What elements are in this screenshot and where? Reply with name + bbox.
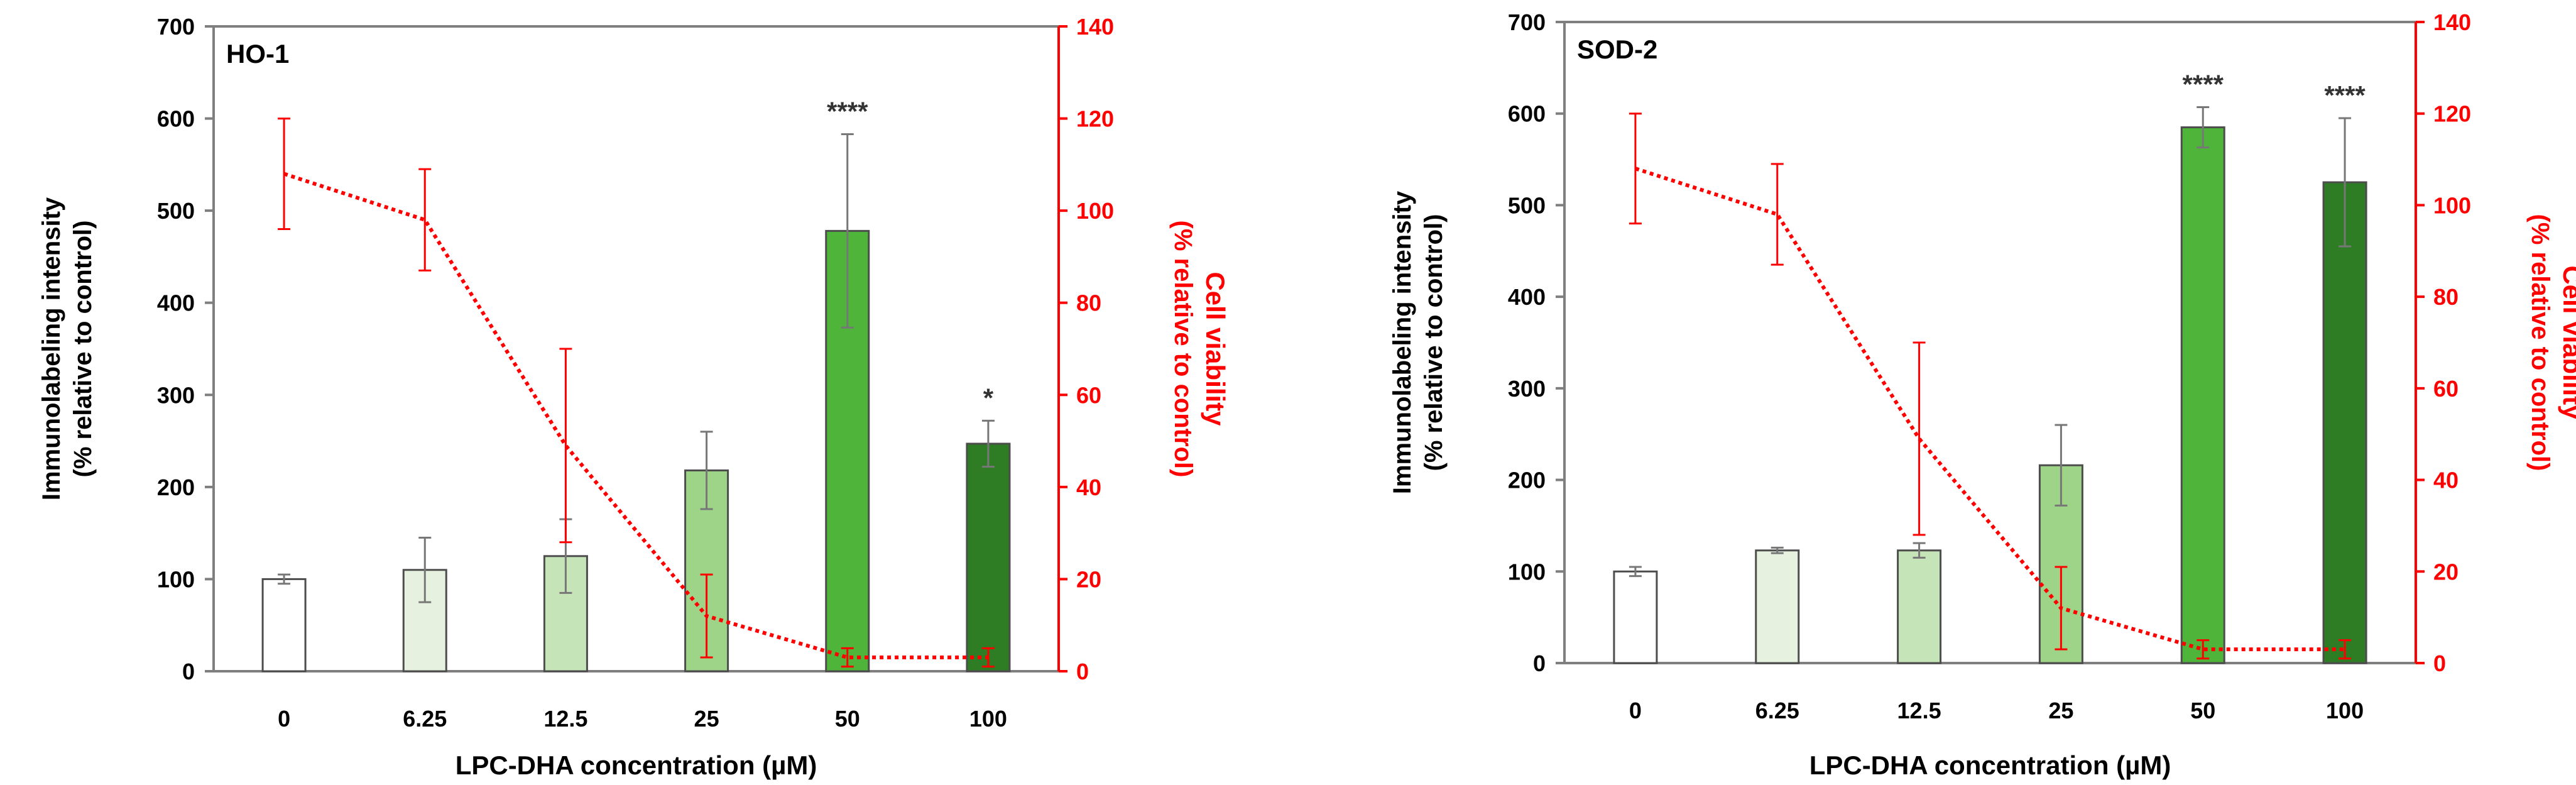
right-axis-subtitle: (% relative to control) <box>1169 221 1197 478</box>
left-tick-label: 200 <box>157 475 195 500</box>
x-tick-label: 50 <box>2190 698 2215 723</box>
panel-title: SOD-2 <box>1577 35 1657 64</box>
bar <box>1897 549 1942 664</box>
x-tick-label: 0 <box>1629 698 1642 723</box>
right-tick-label: 60 <box>1076 382 1101 408</box>
left-tick-label: 300 <box>1508 376 1546 402</box>
left-tick-label: 500 <box>157 198 195 224</box>
bar <box>2180 126 2225 664</box>
right-tick-label: 80 <box>2433 284 2459 310</box>
right-tick-label: 100 <box>2433 192 2471 218</box>
left-axis-title: Immunolabeling intensity <box>38 197 65 500</box>
left-tick-label: 0 <box>182 659 195 684</box>
chart-sod-2: 0100200300400500600700020406080100120140… <box>1389 9 2576 780</box>
left-axis-subtitle: (% relative to control) <box>69 221 97 478</box>
left-tick-label: 600 <box>157 106 195 132</box>
right-tick-label: 140 <box>1076 14 1114 40</box>
left-tick-label: 300 <box>157 382 195 408</box>
left-tick-label: 100 <box>157 566 195 592</box>
left-tick-label: 500 <box>1508 192 1546 218</box>
significance-label: **** <box>2183 70 2224 99</box>
right-axis-title: Cell viability <box>2558 265 2576 420</box>
right-tick-label: 0 <box>1076 659 1089 684</box>
right-tick-label: 120 <box>1076 106 1114 132</box>
bar <box>966 442 1011 672</box>
x-tick-label: 12.5 <box>543 706 587 732</box>
x-tick-label: 6.25 <box>403 706 447 732</box>
significance-label: **** <box>827 96 868 126</box>
cell-viability-line <box>1634 167 2345 652</box>
right-tick-label: 40 <box>2433 468 2459 493</box>
left-tick-label: 100 <box>1508 559 1546 585</box>
right-tick-label: 40 <box>1076 475 1101 500</box>
right-tick-label: 0 <box>2433 651 2446 676</box>
right-tick-label: 20 <box>2433 559 2459 585</box>
plot-frame <box>1563 21 2417 664</box>
x-axis-title: LPC-DHA concentration (µM) <box>1809 750 2171 780</box>
x-tick-label: 25 <box>694 706 719 732</box>
right-tick-label: 140 <box>2433 9 2471 35</box>
left-tick-label: 200 <box>1508 468 1546 493</box>
x-tick-label: 25 <box>2048 698 2073 723</box>
left-tick-label: 700 <box>157 14 195 40</box>
bar <box>261 578 307 672</box>
left-tick-label: 700 <box>1508 9 1546 35</box>
x-tick-label: 6.25 <box>1755 698 1799 723</box>
cell-viability-line <box>283 172 988 660</box>
significance-label: **** <box>2324 80 2366 110</box>
bar <box>2322 181 2367 664</box>
bar <box>1755 549 1800 664</box>
x-tick-label: 100 <box>969 706 1007 732</box>
plot-frame <box>212 25 1060 672</box>
left-tick-label: 400 <box>157 290 195 316</box>
x-tick-label: 50 <box>835 706 860 732</box>
panel-title: HO-1 <box>226 39 289 69</box>
x-tick-label: 100 <box>2326 698 2364 723</box>
right-tick-label: 100 <box>1076 198 1114 224</box>
left-tick-label: 600 <box>1508 101 1546 127</box>
left-axis-title: Immunolabeling intensity <box>1389 190 1416 494</box>
left-tick-label: 400 <box>1508 284 1546 310</box>
x-tick-label: 12.5 <box>1897 698 1941 723</box>
left-axis-subtitle: (% relative to control) <box>1420 214 1448 471</box>
right-tick-label: 120 <box>2433 101 2471 127</box>
right-tick-label: 20 <box>1076 566 1101 592</box>
chart-ho-1: 0100200300400500600700020406080100120140… <box>38 14 1230 780</box>
right-axis-subtitle: (% relative to control) <box>2526 214 2554 471</box>
right-axis-title: Cell viability <box>1201 272 1230 426</box>
right-tick-label: 60 <box>2433 376 2459 402</box>
left-tick-label: 0 <box>1533 651 1546 676</box>
right-tick-label: 80 <box>1076 290 1101 316</box>
x-tick-label: 0 <box>278 706 290 732</box>
significance-label: * <box>983 383 994 412</box>
x-axis-title: LPC-DHA concentration (µM) <box>456 750 817 780</box>
bar <box>1613 570 1658 664</box>
